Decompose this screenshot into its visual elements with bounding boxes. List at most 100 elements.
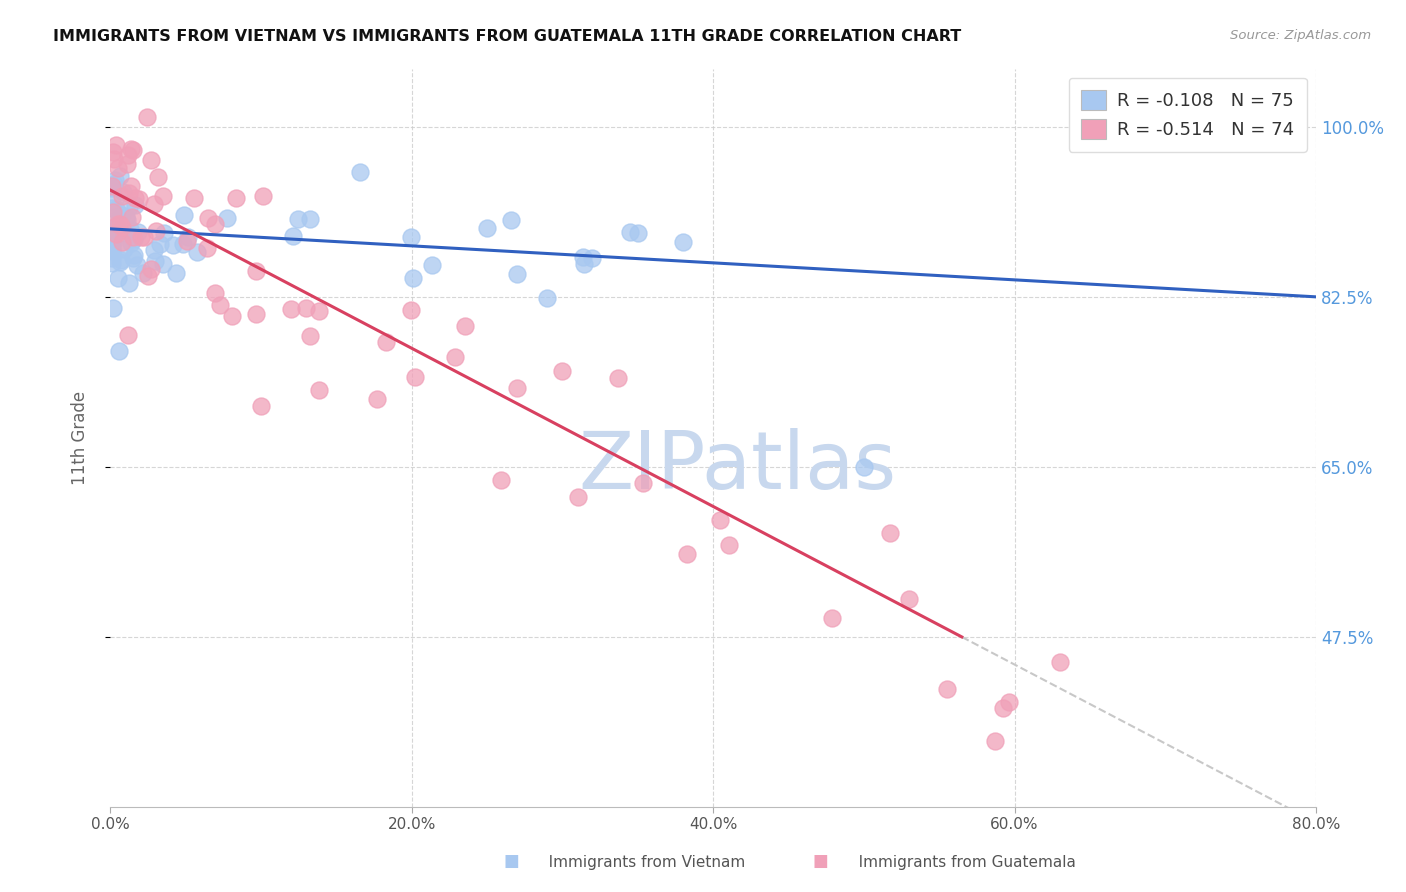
Point — [100, 224, 122, 238]
Point — [173, 208, 195, 222]
Point — [100, 240, 122, 254]
Point — [103, 235, 125, 249]
Point — [100, 243, 122, 257]
Point — [112, 242, 135, 256]
Text: ■: ■ — [813, 852, 828, 870]
Point — [100, 235, 122, 250]
Point — [399, 303, 422, 318]
Point — [501, 213, 523, 227]
Point — [100, 252, 122, 266]
Point — [404, 369, 426, 384]
Point — [308, 383, 330, 397]
Point — [420, 258, 443, 272]
Point — [172, 236, 194, 251]
Point — [165, 266, 187, 280]
Point — [103, 220, 125, 235]
Point — [111, 208, 134, 222]
Point — [183, 192, 205, 206]
Point — [551, 364, 574, 378]
Point — [111, 223, 134, 237]
Point — [132, 230, 155, 244]
Text: ■: ■ — [503, 852, 519, 870]
Point — [298, 211, 321, 226]
Point — [287, 211, 309, 226]
Point — [572, 250, 595, 264]
Point — [107, 271, 129, 285]
Text: ZIPatlas: ZIPatlas — [578, 428, 896, 507]
Point — [111, 189, 134, 203]
Point — [221, 310, 243, 324]
Point — [506, 267, 529, 281]
Point — [132, 266, 155, 280]
Point — [145, 224, 167, 238]
Text: Immigrants from Guatemala: Immigrants from Guatemala — [844, 855, 1076, 870]
Point — [718, 537, 741, 551]
Point — [245, 264, 267, 278]
Point — [225, 191, 247, 205]
Point — [139, 261, 162, 276]
Point — [128, 192, 150, 206]
Point — [195, 241, 218, 255]
Point — [117, 328, 139, 343]
Point — [108, 217, 131, 231]
Point — [122, 232, 145, 246]
Point — [108, 344, 131, 359]
Point — [104, 173, 127, 187]
Point — [101, 179, 124, 194]
Point — [103, 152, 125, 166]
Point — [475, 221, 498, 235]
Point — [124, 191, 146, 205]
Point — [120, 142, 142, 156]
Point — [118, 222, 141, 236]
Point — [127, 225, 149, 239]
Point — [245, 307, 267, 321]
Point — [149, 236, 172, 251]
Point — [349, 165, 371, 179]
Point — [294, 301, 316, 315]
Text: Source: ZipAtlas.com: Source: ZipAtlas.com — [1230, 29, 1371, 42]
Point — [122, 230, 145, 244]
Point — [399, 230, 422, 244]
Legend: R = -0.108   N = 75, R = -0.514   N = 74: R = -0.108 N = 75, R = -0.514 N = 74 — [1069, 78, 1308, 152]
Point — [105, 137, 128, 152]
Point — [672, 235, 695, 249]
Point — [998, 695, 1021, 709]
Point — [627, 226, 650, 240]
Point — [111, 219, 134, 234]
Point — [120, 235, 142, 250]
Point — [209, 298, 232, 312]
Point — [117, 148, 139, 162]
Point — [101, 205, 124, 219]
Point — [120, 178, 142, 193]
Point — [489, 474, 512, 488]
Point — [675, 547, 697, 561]
Point — [100, 201, 122, 215]
Point — [121, 210, 143, 224]
Point — [217, 211, 239, 226]
Point — [204, 286, 226, 301]
Point — [141, 153, 163, 167]
Point — [197, 211, 219, 225]
Point — [107, 218, 129, 232]
Point — [105, 227, 128, 241]
Point — [631, 476, 654, 491]
Point — [107, 161, 129, 175]
Point — [366, 392, 388, 406]
Point — [250, 399, 273, 413]
Point — [991, 701, 1014, 715]
Point — [105, 202, 128, 217]
Point — [101, 145, 124, 159]
Point — [118, 276, 141, 290]
Point — [100, 244, 122, 258]
Point — [108, 211, 131, 225]
Point — [143, 197, 166, 211]
Point — [898, 591, 921, 606]
Text: Immigrants from Vietnam: Immigrants from Vietnam — [534, 855, 745, 870]
Point — [131, 230, 153, 244]
Point — [454, 318, 477, 333]
Point — [581, 251, 603, 265]
Point — [374, 334, 396, 349]
Point — [619, 225, 641, 239]
Point — [984, 734, 1007, 748]
Point — [299, 329, 322, 343]
